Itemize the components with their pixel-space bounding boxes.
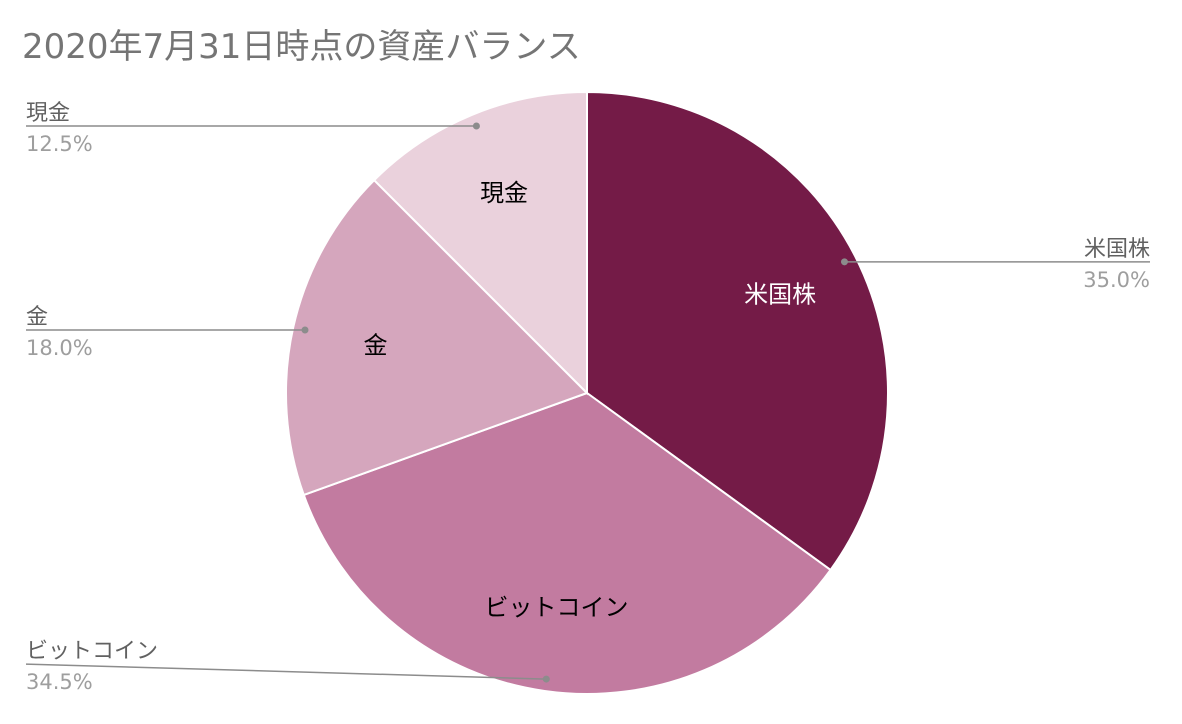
slice-label: 現金 [480,179,528,207]
slice-label: 金 [363,332,387,360]
callout-label: 金 [26,305,48,330]
pie-slice [586,90,889,572]
callout-label: 米国株 [1084,237,1150,262]
callout-line [25,663,547,680]
callouts-group: 米国株 35.0% ビットコイン 34.5% 金 18.0% 現金 12.5% [25,101,1150,694]
slices-group [285,90,889,695]
callout-percent: 18.0% [26,336,93,360]
chart-title: 2020年7月31日時点の資産バランス [22,27,581,67]
slice-label: ビットコイン [484,594,628,622]
callout-label: ビットコイン [26,639,158,664]
callout-label: 現金 [26,101,70,126]
pie-slice [302,391,832,695]
slice-label: 米国株 [744,281,816,309]
pie-slice [285,178,589,497]
pie-slice [372,90,588,396]
callout-percent: 34.5% [26,670,93,694]
callout-percent: 12.5% [26,132,93,156]
callout-percent: 35.0% [1083,268,1150,292]
